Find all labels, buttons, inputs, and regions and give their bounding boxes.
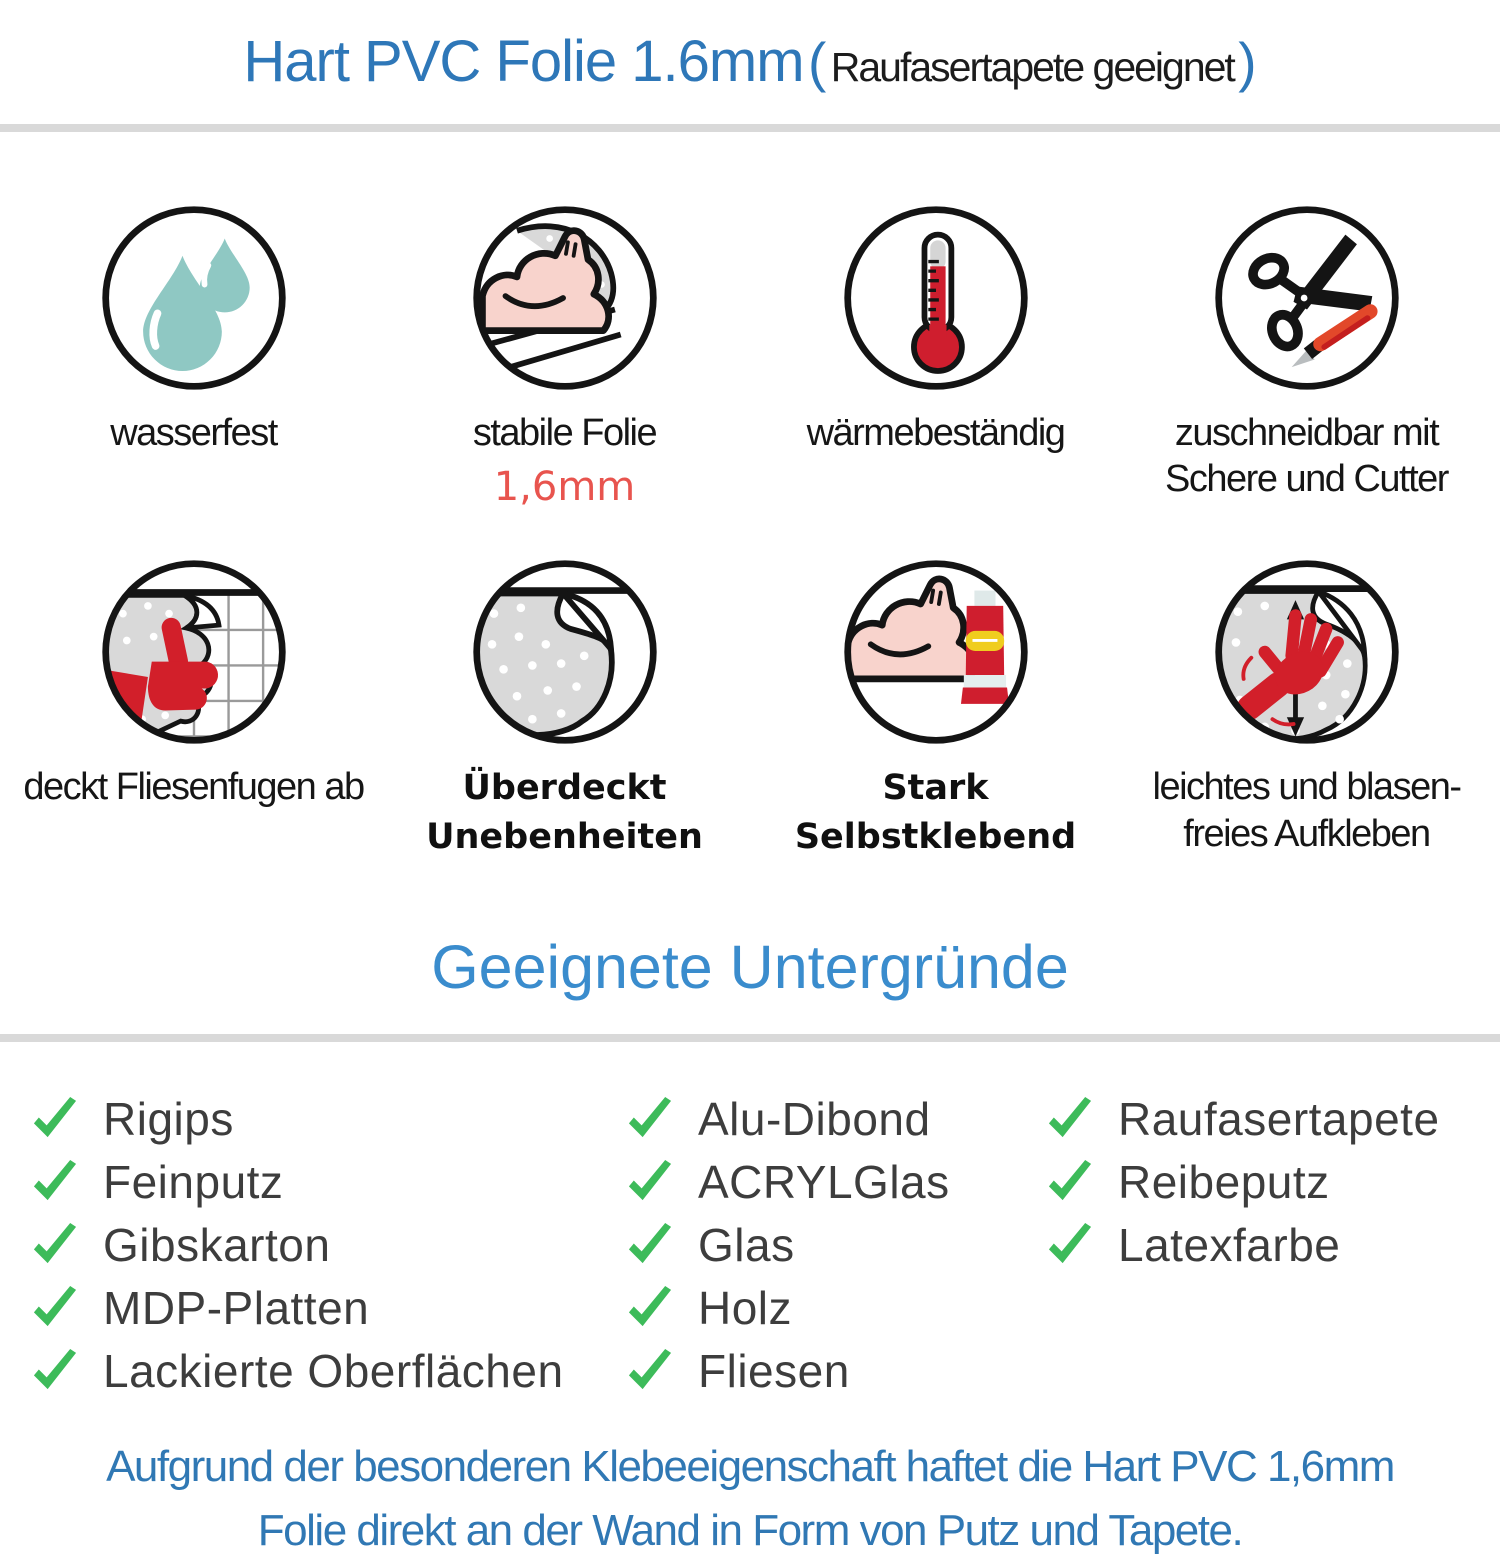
check-icon: [30, 1221, 79, 1270]
substrate-label: MDP-Platten: [103, 1282, 370, 1335]
check-icon: [30, 1095, 79, 1144]
substrate-item: Rigips: [30, 1092, 595, 1146]
water-drops-icon: [98, 202, 290, 394]
feature-label: Überdeckt Unebenheiten: [426, 768, 703, 858]
substrate-label: Lackierte Oberflächen: [103, 1345, 564, 1398]
check-icon: [1045, 1158, 1094, 1207]
divider-bar-top: [0, 123, 1500, 132]
substrate-label: Latexfarbe: [1118, 1219, 1341, 1272]
bubble-free-icon: [1211, 556, 1403, 748]
feature-waermebestaendig: wärmebeständig: [750, 202, 1121, 510]
title-note: Raufasertapete geeignet: [830, 44, 1236, 90]
substrates-section: Rigips Feinputz Gibskarton MDP-Platten L…: [0, 1092, 1500, 1407]
check-icon: [30, 1347, 79, 1396]
feature-fliesenfugen: deckt Fliesenfugen ab: [8, 556, 379, 862]
substrate-label: Raufasertapete: [1118, 1093, 1440, 1146]
substrate-label: Rigips: [103, 1093, 234, 1146]
feature-unebenheiten: Überdeckt Unebenheiten: [379, 556, 750, 862]
substrate-item: Gibskarton: [30, 1218, 595, 1272]
check-icon: [30, 1284, 79, 1333]
feature-selbstklebend: Stark Selbstklebend: [750, 556, 1121, 862]
feature-label: zuschneidbar mit Schere und Cutter: [1165, 411, 1449, 501]
substrate-item: Feinputz: [30, 1155, 595, 1209]
title-main: Hart PVC Folie 1.6mm: [243, 29, 804, 94]
divider-bar-middle: [0, 1034, 1500, 1043]
check-icon: [1045, 1095, 1094, 1144]
substrate-label: Feinputz: [103, 1156, 284, 1209]
check-icon: [625, 1221, 674, 1270]
substrate-column-1: Rigips Feinputz Gibskarton MDP-Platten L…: [0, 1092, 595, 1407]
check-icon: [625, 1095, 674, 1144]
feature-wasserfest: wasserfest: [8, 202, 379, 510]
substrate-item: Reibeputz: [1045, 1155, 1500, 1209]
substrates-heading: Geeignete Untergründe: [431, 933, 1069, 1002]
substrate-label: Reibeputz: [1118, 1156, 1330, 1209]
covers-unevenness-icon: [469, 556, 661, 748]
footer-note: Aufgrund der besonderen Klebeeigenschaft…: [106, 1442, 1395, 1555]
check-icon: [30, 1158, 79, 1207]
substrate-item: Fliesen: [625, 1344, 1015, 1398]
substrate-item: Lackierte Oberflächen: [30, 1344, 595, 1398]
substrate-label: Gibskarton: [103, 1219, 331, 1272]
feature-label: wasserfest: [110, 411, 278, 454]
feature-aufkleben: leichtes und blasen- freies Aufkleben: [1121, 556, 1492, 862]
substrate-item: MDP-Platten: [30, 1281, 595, 1335]
substrate-item: Holz: [625, 1281, 1015, 1335]
feature-label: deckt Fliesenfugen ab: [23, 766, 365, 809]
muscle-foil-icon: [469, 202, 661, 394]
features-grid: wasserfest stabile Folie: [0, 202, 1500, 862]
feature-label: wärmebeständig: [806, 411, 1066, 454]
title-paren-open: (: [807, 31, 827, 93]
title-paren-close: ): [1238, 31, 1257, 93]
substrate-item: Raufasertapete: [1045, 1092, 1500, 1146]
substrate-column-2: Alu-Dibond ACRYLGlas Glas Holz Fliesen: [595, 1092, 1015, 1407]
feature-stabile-folie: stabile Folie 1,6mm: [379, 202, 750, 510]
check-icon: [1045, 1221, 1094, 1270]
scissors-cutter-icon: [1211, 202, 1403, 394]
thermometer-icon: [840, 202, 1032, 394]
feature-label: Stark Selbstklebend: [794, 768, 1077, 858]
substrate-label: Glas: [698, 1219, 795, 1272]
substrate-item: Latexfarbe: [1045, 1218, 1500, 1272]
feature-label: leichtes und blasen- freies Aufkleben: [1152, 766, 1463, 855]
feature-label: stabile Folie: [472, 411, 658, 454]
check-icon: [625, 1284, 674, 1333]
substrate-label: Fliesen: [698, 1345, 850, 1398]
substrate-label: Holz: [698, 1282, 793, 1335]
self-adhesive-icon: [840, 556, 1032, 748]
feature-zuschneidbar: zuschneidbar mit Schere und Cutter: [1121, 202, 1492, 510]
substrate-item: ACRYLGlas: [625, 1155, 1015, 1209]
tile-joint-cover-icon: [98, 556, 290, 748]
substrate-label: ACRYLGlas: [698, 1156, 950, 1209]
feature-thickness-value: 1,6mm: [493, 464, 636, 511]
substrate-item: Glas: [625, 1218, 1015, 1272]
substrate-item: Alu-Dibond: [625, 1092, 1015, 1146]
check-icon: [625, 1347, 674, 1396]
substrate-label: Alu-Dibond: [698, 1093, 931, 1146]
page-title: Hart PVC Folie 1.6mm ( Raufasertapete ge…: [0, 0, 1500, 94]
substrate-column-3: Raufasertapete Reibeputz Latexfarbe: [1015, 1092, 1500, 1407]
check-icon: [625, 1158, 674, 1207]
